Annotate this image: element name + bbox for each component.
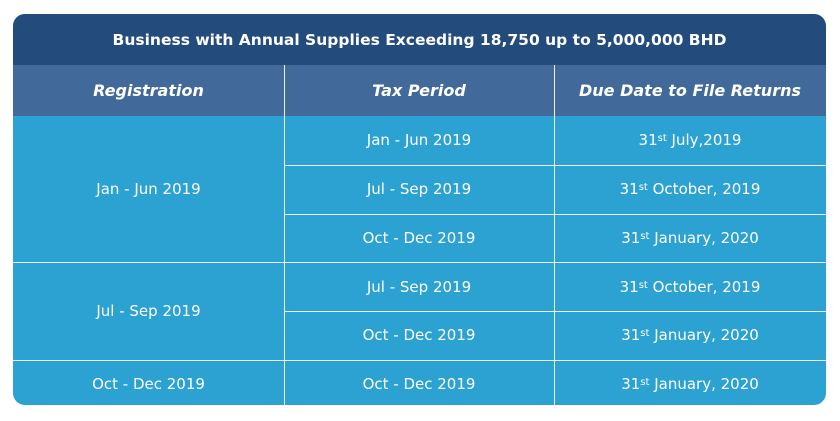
group-divider	[13, 359, 826, 361]
due-day: 31	[619, 180, 639, 199]
header-due-date: Due Date to File Returns	[579, 81, 801, 100]
registration-cell: Jan - Jun 2019	[96, 180, 201, 199]
row-divider	[284, 213, 826, 215]
table-title: Business with Annual Supplies Exceeding …	[13, 14, 826, 65]
due-month-year: January, 2020	[649, 375, 759, 394]
column-divider	[284, 65, 285, 405]
due-day: 31	[621, 375, 641, 394]
due-month-year: January, 2020	[649, 326, 759, 345]
due-day: 31	[638, 131, 658, 150]
due-month-year: July,2019	[666, 131, 742, 150]
registration-cell: Jul - Sep 2019	[96, 302, 201, 320]
row-divider	[284, 311, 826, 312]
tax-period-cell: Oct - Dec 2019	[362, 326, 476, 345]
tax-table: Business with Annual Supplies Exceeding …	[13, 14, 826, 405]
header-registration: Registration	[93, 81, 204, 100]
header-tax-period: Tax Period	[372, 81, 466, 100]
tax-period-cell: Jul - Sep 2019	[366, 277, 472, 296]
registration-cell: Oct - Dec 2019	[92, 375, 205, 394]
header-row: Registration Tax Period Due Date to File…	[13, 65, 826, 116]
column-divider	[554, 65, 555, 405]
due-day: 31	[621, 326, 641, 345]
tax-period-cell: Oct - Dec 2019	[362, 228, 476, 247]
tax-period-cell: Jan - Jun 2019	[366, 131, 472, 150]
due-month-year: October, 2019	[647, 277, 761, 296]
row-divider	[284, 164, 826, 166]
due-day: 31	[619, 277, 639, 296]
tax-period-cell: Oct - Dec 2019	[362, 375, 476, 394]
due-month-year: January, 2020	[649, 228, 759, 247]
tax-period-cell: Jul - Sep 2019	[366, 180, 472, 199]
due-month-year: October, 2019	[647, 180, 761, 199]
group-divider	[13, 262, 826, 264]
due-day: 31	[621, 228, 641, 247]
